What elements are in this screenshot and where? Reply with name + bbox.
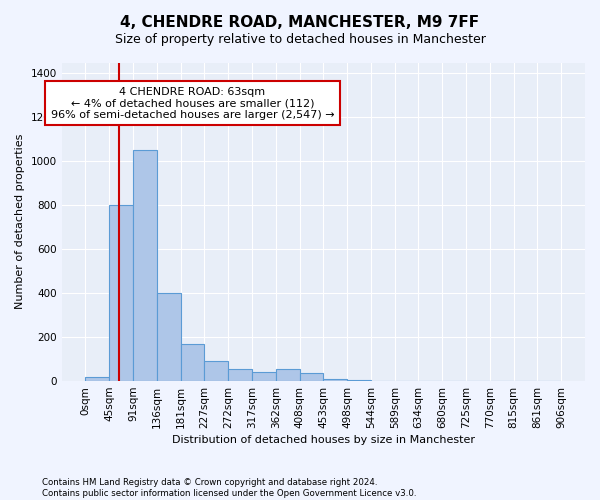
Text: Size of property relative to detached houses in Manchester: Size of property relative to detached ho…: [115, 32, 485, 46]
Bar: [109, 206, 133, 381]
X-axis label: Distribution of detached houses by size in Manchester: Distribution of detached houses by size …: [172, 435, 475, 445]
Text: Contains HM Land Registry data © Crown copyright and database right 2024.
Contai: Contains HM Land Registry data © Crown c…: [42, 478, 416, 498]
Text: 4, CHENDRE ROAD, MANCHESTER, M9 7FF: 4, CHENDRE ROAD, MANCHESTER, M9 7FF: [121, 15, 479, 30]
Bar: [347, 380, 371, 381]
Bar: [133, 150, 157, 381]
Bar: [85, 376, 109, 381]
Bar: [228, 369, 252, 381]
Y-axis label: Number of detached properties: Number of detached properties: [15, 134, 25, 310]
Bar: [205, 362, 228, 381]
Bar: [276, 369, 299, 381]
Bar: [252, 372, 276, 381]
Bar: [323, 379, 347, 381]
Bar: [157, 293, 181, 381]
Bar: [299, 374, 323, 381]
Bar: [181, 344, 205, 381]
Text: 4 CHENDRE ROAD: 63sqm
← 4% of detached houses are smaller (112)
96% of semi-deta: 4 CHENDRE ROAD: 63sqm ← 4% of detached h…: [50, 86, 334, 120]
